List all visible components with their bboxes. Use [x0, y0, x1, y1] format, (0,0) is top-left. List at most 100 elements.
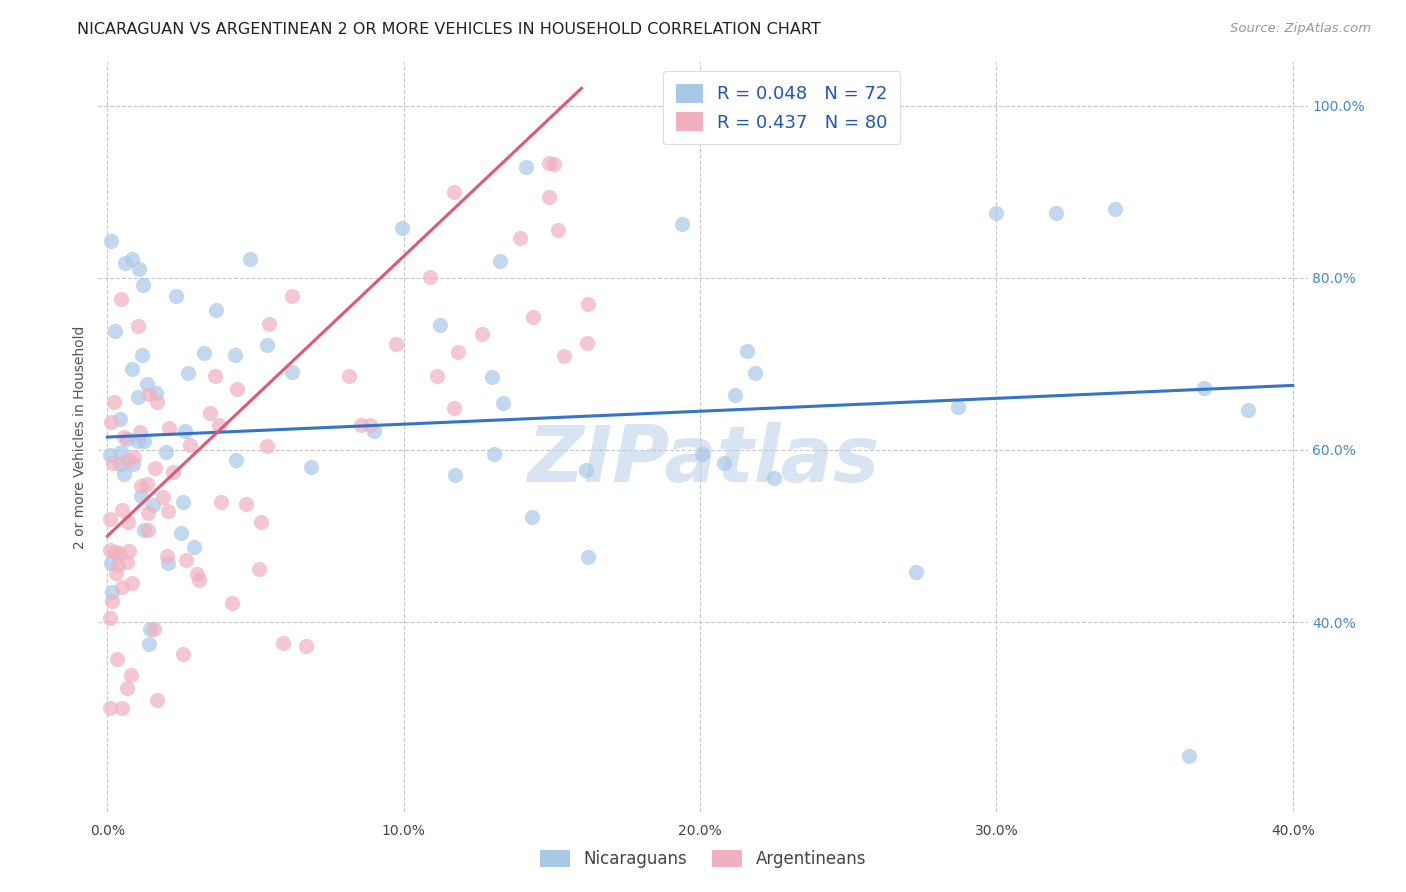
Point	[443, 401, 465, 415]
Point	[162, 465, 184, 479]
Point	[482, 446, 505, 460]
Point	[1178, 748, 1201, 763]
Legend: Nicaraguans, Argentineans: Nicaraguans, Argentineans	[533, 843, 873, 875]
Point	[418, 270, 440, 285]
Point	[429, 318, 451, 333]
Point	[120, 668, 142, 682]
Point	[98, 701, 121, 715]
Point	[155, 444, 177, 458]
Point	[146, 395, 169, 409]
Point	[537, 190, 560, 204]
Point	[204, 368, 226, 383]
Point	[100, 415, 122, 429]
Point	[172, 495, 194, 509]
Point	[111, 502, 134, 516]
Point	[257, 318, 280, 332]
Point	[690, 447, 713, 461]
Point	[538, 156, 561, 170]
Point	[104, 324, 127, 338]
Point	[174, 553, 197, 567]
Point	[105, 652, 128, 666]
Point	[152, 490, 174, 504]
Point	[100, 234, 122, 248]
Point	[762, 471, 785, 485]
Legend: R = 0.048   N = 72, R = 0.437   N = 80: R = 0.048 N = 72, R = 0.437 N = 80	[664, 71, 900, 145]
Point	[135, 376, 157, 391]
Point	[384, 337, 406, 351]
Point	[187, 573, 209, 587]
Point	[256, 338, 278, 352]
Point	[143, 460, 166, 475]
Point	[145, 385, 167, 400]
Point	[138, 637, 160, 651]
Point	[121, 362, 143, 376]
Point	[509, 231, 531, 245]
Point	[131, 348, 153, 362]
Point	[105, 566, 128, 580]
Point	[515, 161, 537, 175]
Point	[337, 368, 360, 383]
Point	[112, 430, 135, 444]
Point	[122, 450, 145, 464]
Point	[271, 636, 294, 650]
Point	[138, 622, 160, 636]
Point	[426, 369, 449, 384]
Point	[104, 545, 127, 559]
Point	[172, 647, 194, 661]
Point	[256, 439, 278, 453]
Point	[200, 406, 222, 420]
Point	[156, 549, 179, 563]
Point	[127, 434, 149, 448]
Point	[136, 507, 159, 521]
Point	[100, 556, 122, 570]
Point	[443, 186, 465, 200]
Point	[146, 692, 169, 706]
Point	[117, 515, 139, 529]
Point	[121, 252, 143, 267]
Point	[735, 344, 758, 359]
Point	[225, 452, 247, 467]
Point	[224, 348, 246, 362]
Point	[444, 468, 467, 483]
Point	[129, 490, 152, 504]
Point	[492, 396, 515, 410]
Point	[209, 495, 232, 509]
Point	[946, 400, 969, 414]
Point	[157, 504, 180, 518]
Point	[165, 289, 187, 303]
Point	[98, 512, 121, 526]
Point	[543, 157, 565, 171]
Point	[576, 549, 599, 564]
Point	[221, 596, 243, 610]
Point	[471, 327, 494, 342]
Point	[446, 344, 468, 359]
Point	[235, 497, 257, 511]
Point	[134, 523, 156, 537]
Point	[575, 335, 598, 350]
Point	[183, 540, 205, 554]
Text: ZIPatlas: ZIPatlas	[527, 422, 879, 498]
Point	[131, 478, 153, 492]
Point	[522, 310, 544, 324]
Point	[520, 510, 543, 524]
Point	[142, 499, 165, 513]
Text: NICARAGUAN VS ARGENTINEAN 2 OR MORE VEHICLES IN HOUSEHOLD CORRELATION CHART: NICARAGUAN VS ARGENTINEAN 2 OR MORE VEHI…	[77, 22, 821, 37]
Point	[226, 382, 249, 396]
Point	[110, 445, 132, 459]
Point	[724, 387, 747, 401]
Point	[138, 387, 160, 401]
Y-axis label: 2 or more Vehicles in Household: 2 or more Vehicles in Household	[73, 326, 87, 549]
Point	[904, 565, 927, 579]
Point	[115, 681, 138, 695]
Point	[127, 318, 149, 333]
Point	[986, 206, 1008, 220]
Point	[98, 448, 121, 462]
Point	[350, 418, 373, 433]
Point	[132, 278, 155, 293]
Point	[295, 639, 318, 653]
Point	[138, 523, 160, 537]
Point	[114, 256, 136, 270]
Point	[281, 289, 304, 303]
Point	[1045, 206, 1067, 220]
Point	[363, 424, 385, 438]
